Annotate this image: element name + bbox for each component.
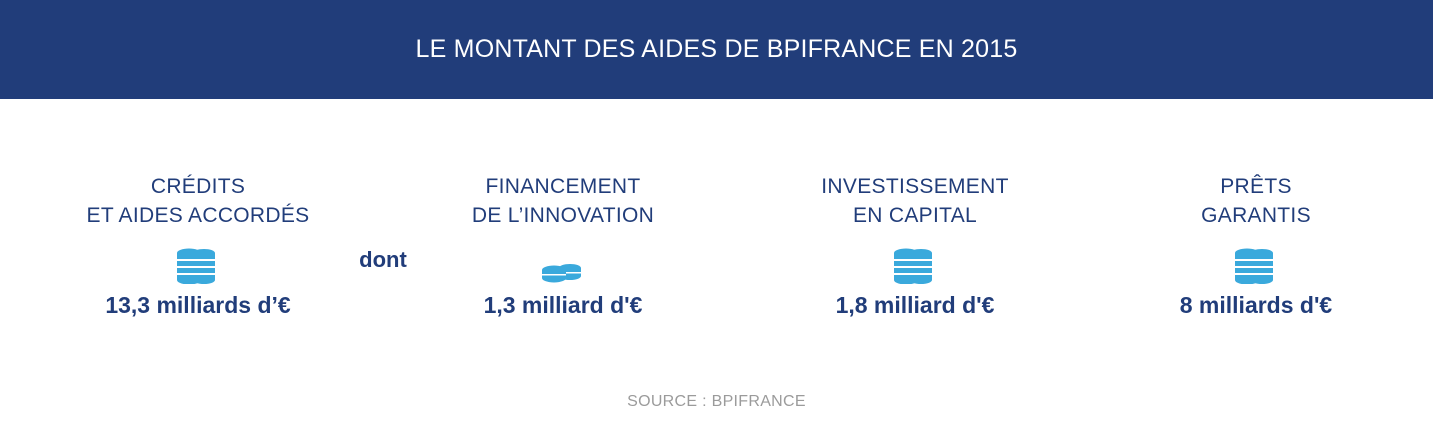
stat-label-line2: ET AIDES ACCORDÉS: [86, 204, 310, 227]
coins-small-icon: [542, 264, 581, 283]
stat-label-line1: INVESTISSEMENT: [821, 175, 1009, 198]
stat-value: 1,8 milliard d'€: [835, 292, 995, 318]
page-title: LE MONTANT DES AIDES DE BPIFRANCE EN 201…: [415, 35, 1018, 63]
stat-value: 8 milliards d'€: [1179, 292, 1333, 318]
stat-value: 1,3 milliard d'€: [483, 292, 643, 318]
stat-label-line1: CRÉDITS: [150, 175, 246, 198]
stat-label-line1: PRÊTS: [1220, 175, 1292, 198]
connector-text: dont: [359, 247, 407, 272]
stat-value: 13,3 milliards d’€: [105, 292, 291, 318]
stat-label-line2: DE L’INNOVATION: [471, 204, 655, 227]
stat-label-line2: EN CAPITAL: [853, 204, 977, 227]
coins-stack-icon: [1235, 248, 1273, 284]
coins-stack-icon: [177, 248, 215, 284]
stat-credits: CRÉDITS ET AIDES ACCORDÉS: [48, 172, 348, 318]
stat-label-line2: GARANTIS: [1201, 204, 1311, 227]
stat-label-line1: FINANCEMENT: [485, 175, 641, 198]
coins-stack-icon: [894, 248, 932, 284]
source-note: SOURCE : BPIFRANCE: [627, 393, 806, 410]
stat-capital: INVESTISSEMENT EN CAPITAL: [765, 172, 1065, 318]
header-banner: LE MONTANT DES AIDES DE BPIFRANCE EN 201…: [0, 0, 1433, 99]
stat-prets: PRÊTS GARANTIS 8: [1106, 172, 1406, 318]
stat-innovation: FINANCEMENT DE L’INNOVATION 1,3 milliard…: [413, 172, 713, 318]
